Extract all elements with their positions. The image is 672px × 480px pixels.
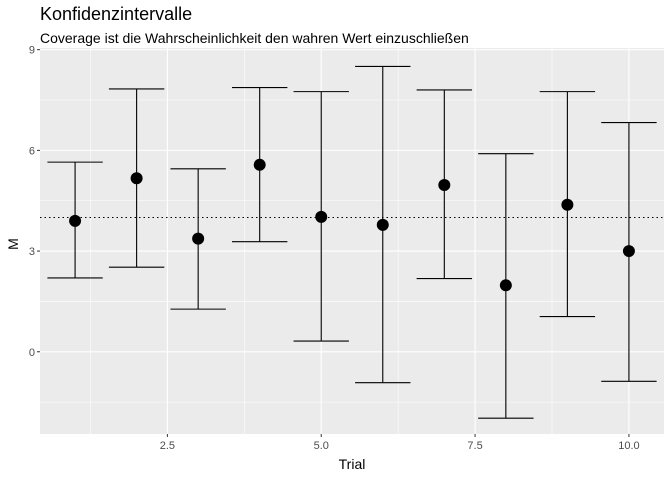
y-tick-label: 0 — [29, 347, 35, 359]
x-tick-label: 5.0 — [314, 440, 329, 452]
x-tick-label: 7.5 — [467, 440, 482, 452]
mean-point — [622, 245, 635, 258]
chart-subtitle: Coverage ist die Wahrscheinlichkeit den … — [40, 30, 469, 46]
y-tick-label: 6 — [29, 145, 35, 157]
error-bars — [47, 65, 657, 419]
x-axis: 2.5 5.0 7.5 10.0 — [160, 434, 640, 452]
y-tick-label: 3 — [29, 246, 35, 258]
y-axis-title: M — [5, 238, 21, 250]
mean-point — [192, 232, 205, 245]
plot-panel — [40, 48, 664, 434]
mean-point — [499, 279, 512, 292]
mean-point — [69, 214, 82, 227]
mean-point — [130, 172, 143, 185]
y-axis: 0 3 6 9 — [29, 45, 40, 359]
chart-title: Konfidenzintervalle — [40, 4, 192, 24]
mean-point — [561, 198, 574, 211]
mean-point — [376, 218, 389, 231]
mean-point — [253, 158, 266, 171]
mean-point — [315, 210, 328, 223]
y-tick-label: 9 — [29, 45, 35, 57]
x-axis-title: Trial — [339, 456, 366, 472]
grid-lines — [40, 48, 664, 434]
mean-points — [69, 158, 635, 292]
x-tick-label: 10.0 — [618, 440, 639, 452]
x-tick-label: 2.5 — [160, 440, 175, 452]
mean-point — [438, 178, 451, 191]
